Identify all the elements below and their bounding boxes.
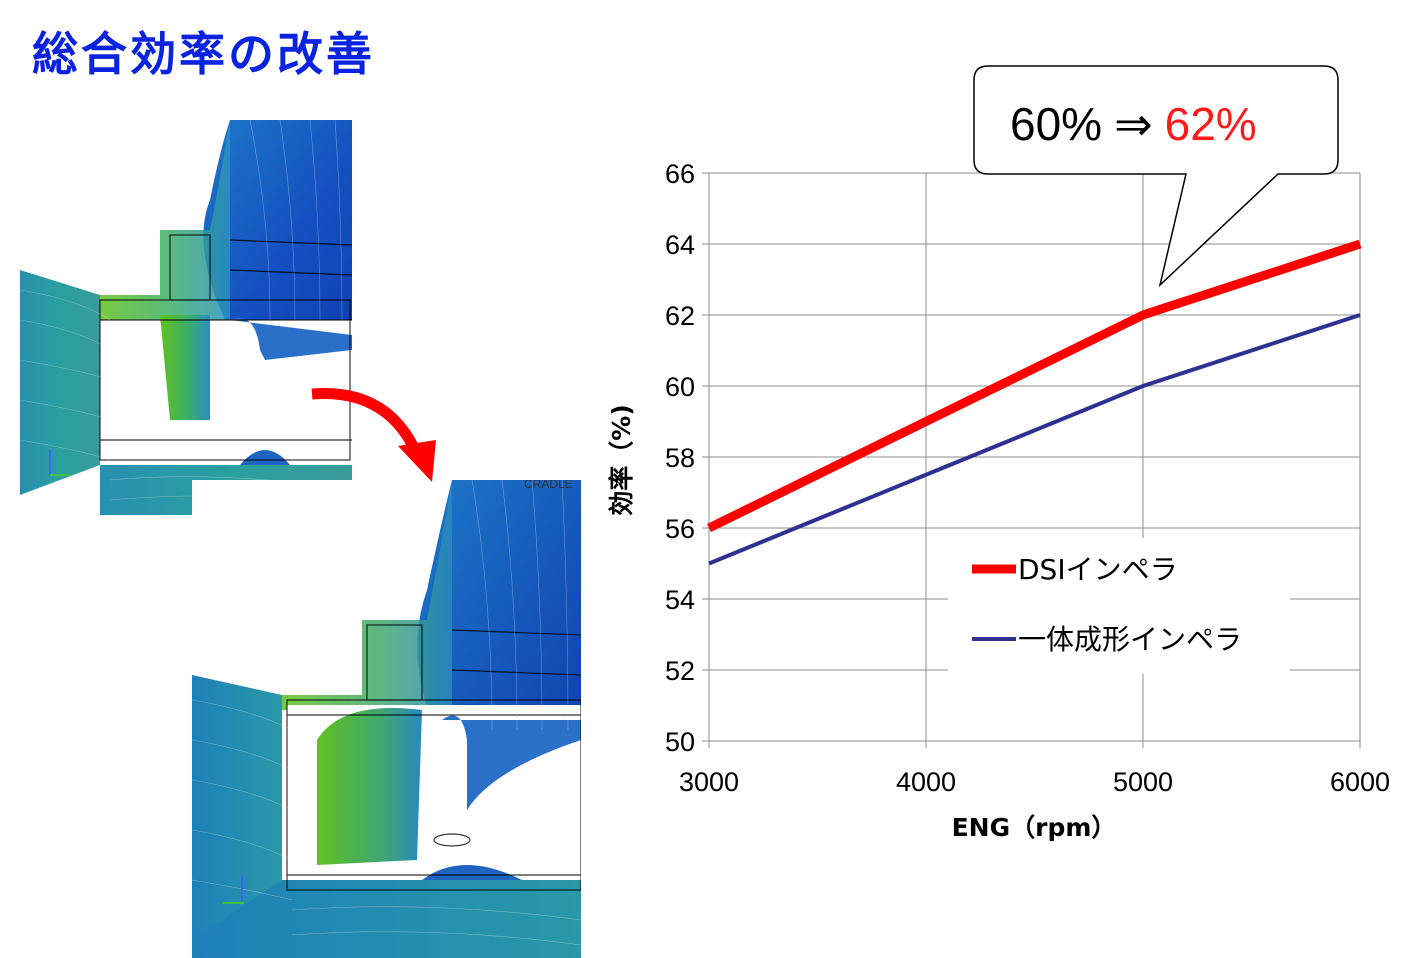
axis-triad-icon [222,875,244,904]
svg-text:60%⇒62%: 60% ⇒ 62% [1010,98,1257,150]
chart-series [707,239,1362,566]
y-axis-title: 効率（%) [607,404,636,515]
y-tick-label: 56 [665,514,695,544]
x-tick-label: 6000 [1330,767,1390,797]
callout-arrow: ⇒ [1114,98,1153,150]
improvement-arrow-icon [311,387,436,482]
series-line-one-piece [708,313,1361,566]
x-tick-labels: 3000 4000 5000 6000 [679,767,1390,797]
x-tick-label: 5000 [1113,767,1173,797]
y-tick-label: 54 [665,585,695,615]
callout-before-value: 60% [1010,98,1102,150]
chart-gridlines [702,172,1361,748]
slide-title: 総合効率の改善 [32,27,375,81]
axis-triad-icon [49,450,70,476]
x-tick-label: 3000 [679,767,739,797]
cradle-watermark: CRADLE [524,480,573,491]
legend-label-dsi: DSIインペラ [1018,553,1178,586]
y-tick-label: 60 [665,372,695,402]
chart-legend: DSIインペラ 一体成形インペラ [948,538,1290,674]
y-tick-label: 66 [665,159,695,189]
y-tick-label: 50 [665,727,695,757]
x-tick-label: 4000 [896,767,956,797]
simulation-image-after: CRADLE [192,480,581,958]
series-line-dsi [707,239,1362,533]
y-tick-label: 64 [665,230,695,260]
y-tick-label: 62 [665,301,695,331]
simulation-image-before [20,120,352,515]
y-tick-labels: 50 52 54 56 58 60 62 64 66 [665,159,695,757]
y-tick-label: 58 [665,443,695,473]
callout-box: 60% ⇒ 62% [973,65,1339,288]
legend-label-one-piece: 一体成形インペラ [1018,623,1242,656]
callout-after-value: 62% [1165,98,1257,150]
y-tick-label: 52 [665,656,695,686]
x-axis-title: ENG（rpm） [952,813,1117,842]
